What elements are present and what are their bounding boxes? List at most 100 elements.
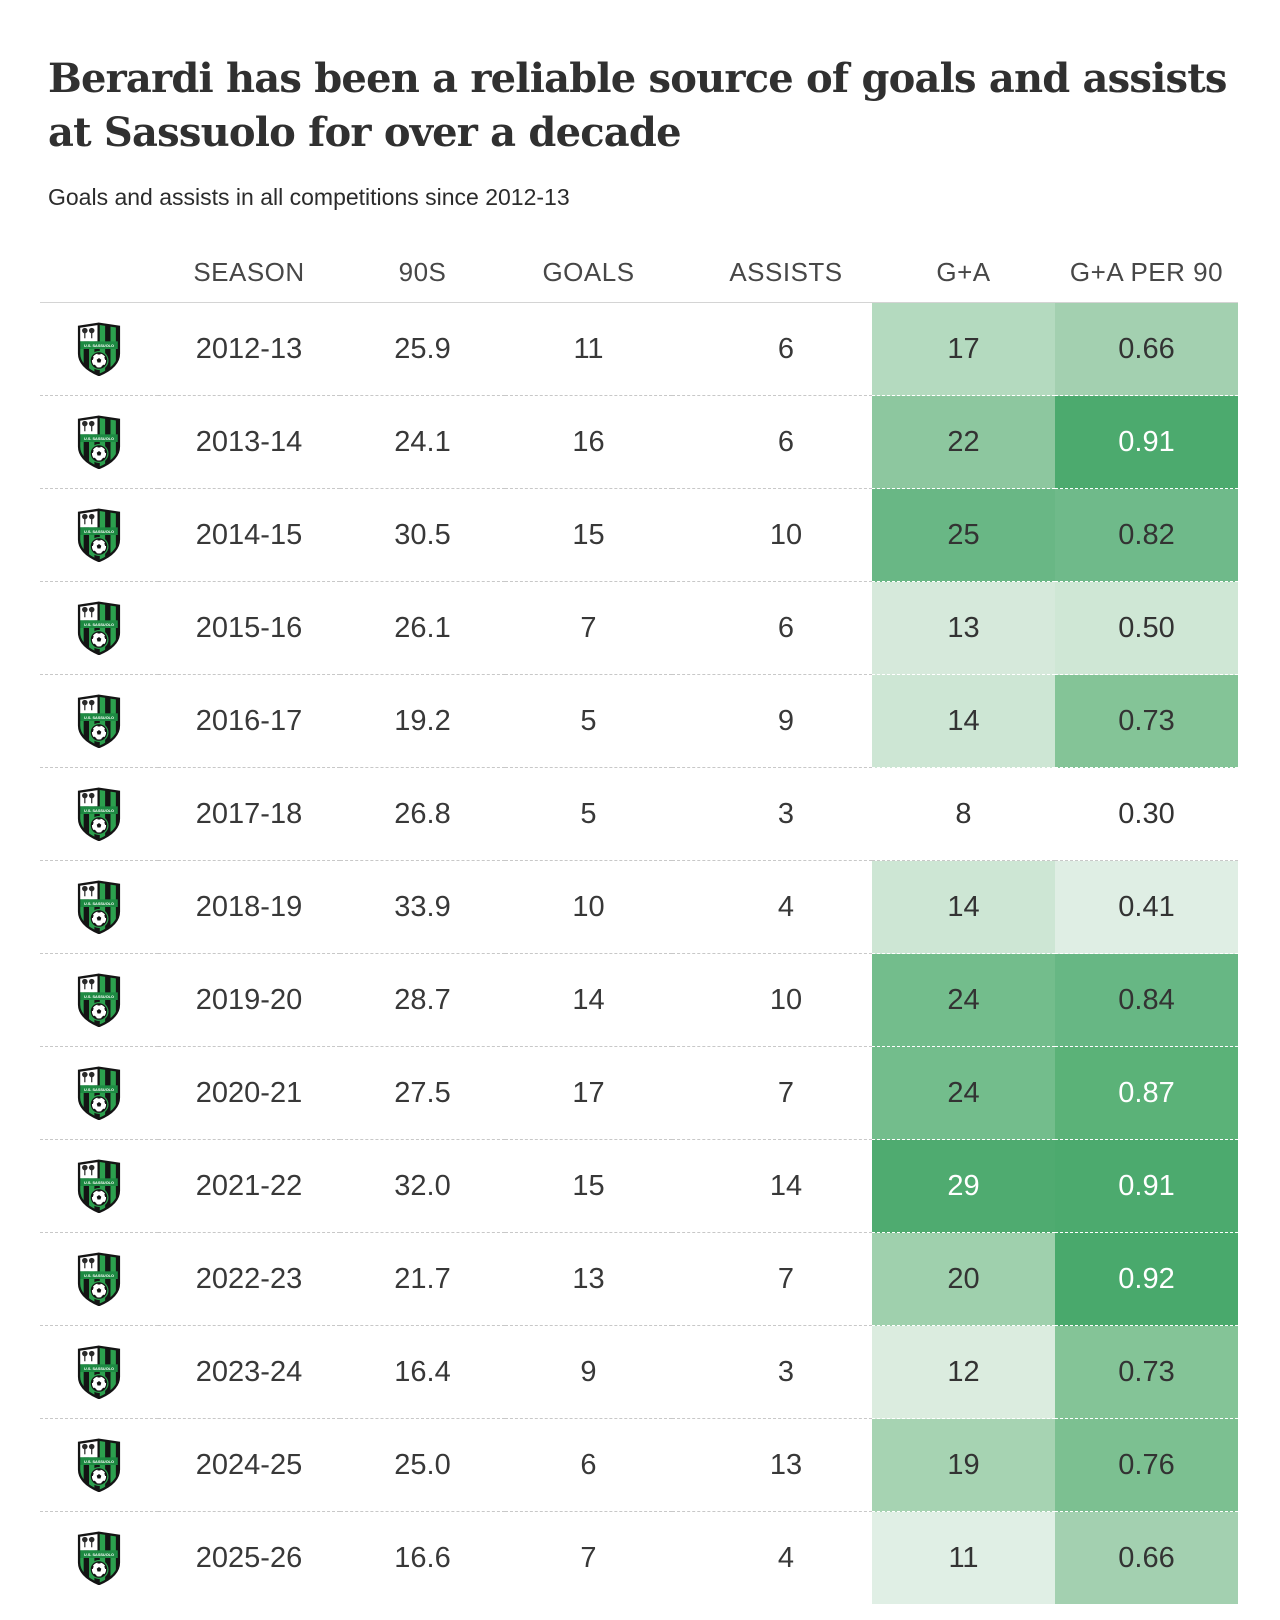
svg-text:U.S. SASSUOLO: U.S. SASSUOLO (84, 1367, 114, 1371)
table-row: U.S. SASSUOLO 2024-25 25.0 (40, 1418, 1238, 1512)
table-row: U.S. SASSUOLO 2020-21 27.5 (40, 1046, 1238, 1140)
ga-heat-cell: 24 (872, 1046, 1055, 1140)
assists-cell: 14 (672, 1139, 872, 1233)
svg-text:U.S. SASSUOLO: U.S. SASSUOLO (84, 809, 114, 813)
ga-heat-cell: 24 (872, 953, 1055, 1047)
sassuolo-crest-icon: U.S. SASSUOLO (77, 787, 121, 841)
crest-cell: U.S. SASSUOLO (40, 1232, 158, 1326)
goals-cell: 9 (505, 1325, 672, 1419)
header-ga: G+A (872, 212, 1055, 303)
header-goals: GOALS (505, 212, 672, 303)
ga-per90-heat-cell: 0.82 (1055, 488, 1238, 582)
assists-cell: 6 (672, 302, 872, 396)
nineties-cell: 16.4 (340, 1325, 505, 1419)
ga-heat-cell: 25 (872, 488, 1055, 582)
nineties-cell: 30.5 (340, 488, 505, 582)
assists-cell: 9 (672, 674, 872, 768)
ga-per90-heat-cell: 0.41 (1055, 860, 1238, 954)
assists-cell: 3 (672, 1325, 872, 1419)
goals-cell: 11 (505, 302, 672, 396)
sassuolo-crest-icon: U.S. SASSUOLO (77, 415, 121, 469)
ga-per90-heat-cell: 0.66 (1055, 1511, 1238, 1604)
sassuolo-crest-icon: U.S. SASSUOLO (77, 1066, 121, 1120)
table-row: U.S. SASSUOLO 2023-24 16.4 (40, 1325, 1238, 1419)
assists-cell: 4 (777, 1541, 795, 1574)
crest-cell: U.S. SASSUOLO (40, 1046, 158, 1140)
ga-per90-heat-cell: 0.92 (1055, 1232, 1238, 1326)
assists-cell: 10 (672, 953, 872, 1047)
season-cell: 2016-17 (158, 674, 340, 768)
table-row: U.S. SASSUOLO 2019-20 28.7 (40, 953, 1238, 1047)
crest-cell: U.S. SASSUOLO (40, 581, 158, 675)
svg-text:U.S. SASSUOLO: U.S. SASSUOLO (84, 1553, 114, 1557)
nineties-cell: 21.7 (340, 1232, 505, 1326)
assists-cell: 13 (672, 1418, 872, 1512)
svg-text:U.S. SASSUOLO: U.S. SASSUOLO (84, 530, 114, 534)
nineties-cell: 16.6 (394, 1541, 451, 1574)
goals-cell: 17 (505, 1046, 672, 1140)
svg-text:U.S. SASSUOLO: U.S. SASSUOLO (84, 437, 114, 441)
crest-cell: U.S. SASSUOLO (40, 860, 158, 954)
svg-text:U.S. SASSUOLO: U.S. SASSUOLO (84, 623, 114, 627)
season-cell: 2023-24 (158, 1325, 340, 1419)
ga-per90-heat-cell: 0.73 (1055, 1325, 1238, 1419)
header-assists: ASSISTS (672, 212, 872, 303)
season-cell: 2022-23 (158, 1232, 340, 1326)
sassuolo-crest-icon: U.S. SASSUOLO (77, 1438, 121, 1492)
sassuolo-crest-icon: U.S. SASSUOLO (77, 694, 121, 748)
sassuolo-crest-icon: U.S. SASSUOLO (77, 601, 121, 655)
assists-cell: 7 (672, 1046, 872, 1140)
crest-cell: U.S. SASSUOLO (40, 1512, 158, 1605)
svg-text:U.S. SASSUOLO: U.S. SASSUOLO (84, 902, 114, 906)
nineties-cell: 19.2 (340, 674, 505, 768)
ga-heat-cell: 8 (872, 767, 1055, 861)
assists-cell: 3 (672, 767, 872, 861)
assists-cell: 4 (672, 860, 872, 954)
table-row: U.S. SASSUOLO 2021-22 32.0 (40, 1139, 1238, 1233)
season-cell: 2020-21 (158, 1046, 340, 1140)
goals-cell: 6 (505, 1418, 672, 1512)
season-cell: 2012-13 (158, 302, 340, 396)
ga-heat-cell: 14 (872, 674, 1055, 768)
assists-cell: 10 (672, 488, 872, 582)
header-ga-per-90: G+A PER 90 (1055, 212, 1238, 303)
ga-heat-cell: 14 (872, 860, 1055, 954)
sassuolo-crest-icon: U.S. SASSUOLO (77, 1345, 121, 1399)
season-cell: 2014-15 (158, 488, 340, 582)
crest-cell: U.S. SASSUOLO (40, 1325, 158, 1419)
season-cell: 2018-19 (158, 860, 340, 954)
crest-cell: U.S. SASSUOLO (40, 1139, 158, 1233)
svg-text:U.S. SASSUOLO: U.S. SASSUOLO (84, 1274, 114, 1278)
table-row: U.S. SASSUOLO 2022-23 21.7 (40, 1232, 1238, 1326)
table-row: U.S. SASSUOLO 2015-16 26.1 (40, 581, 1238, 675)
goals-cell: 5 (505, 674, 672, 768)
table-row: U.S. SASSUOLO 2017-18 26.8 (40, 767, 1238, 861)
nineties-cell: 28.7 (340, 953, 505, 1047)
sassuolo-crest-icon: U.S. SASSUOLO (77, 322, 121, 376)
svg-text:U.S. SASSUOLO: U.S. SASSUOLO (84, 716, 114, 720)
crest-cell: U.S. SASSUOLO (40, 488, 158, 582)
season-cell: 2013-14 (158, 395, 340, 489)
nineties-cell: 25.0 (340, 1418, 505, 1512)
ga-heat-cell: 17 (872, 302, 1055, 396)
svg-text:U.S. SASSUOLO: U.S. SASSUOLO (84, 1181, 114, 1185)
ga-per90-heat-cell: 0.87 (1055, 1046, 1238, 1140)
title-line-2: at Sassuolo for over a decade (48, 109, 682, 156)
ga-per90-heat-cell: 0.76 (1055, 1418, 1238, 1512)
svg-text:U.S. SASSUOLO: U.S. SASSUOLO (84, 1460, 114, 1464)
nineties-cell: 25.9 (340, 302, 505, 396)
ga-heat-cell: 20 (872, 1232, 1055, 1326)
page-title: Berardi has been a reliable source of go… (48, 52, 1238, 160)
title-line-1: Berardi has been a reliable source of go… (48, 55, 1227, 102)
nineties-cell: 24.1 (340, 395, 505, 489)
crest-cell: U.S. SASSUOLO (40, 674, 158, 768)
ga-per90-heat-cell: 0.66 (1055, 302, 1238, 396)
header-90s: 90S (340, 212, 505, 303)
nineties-cell: 33.9 (340, 860, 505, 954)
table-row: U.S. SASSUOLO 2016-17 19.2 (40, 674, 1238, 768)
season-cell: 2019-20 (158, 953, 340, 1047)
subtitle: Goals and assists in all competitions si… (48, 184, 570, 210)
goals-cell: 15 (505, 1139, 672, 1233)
crest-cell: U.S. SASSUOLO (40, 953, 158, 1047)
table-row: U.S. SASSUOLO 2018-19 33.9 (40, 860, 1238, 954)
